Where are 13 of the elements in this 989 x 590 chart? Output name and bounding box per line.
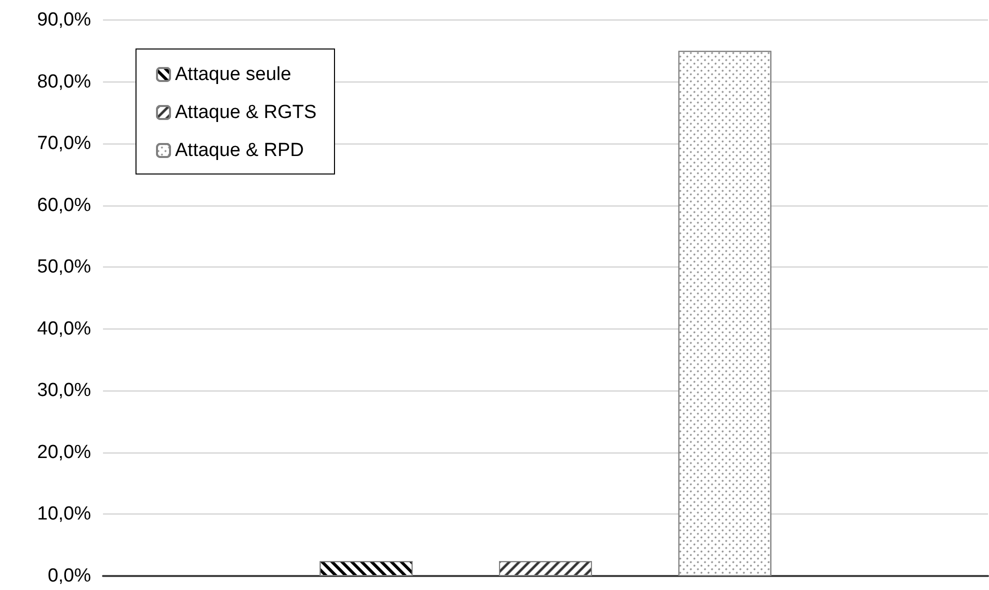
y-tick-label: 70,0% xyxy=(37,133,92,154)
legend-label: Attaque & RPD xyxy=(175,140,304,161)
y-tick-label: 50,0% xyxy=(37,256,92,278)
legend-label: Attaque seule xyxy=(175,64,292,85)
y-tick-label: 0,0% xyxy=(48,566,92,586)
y-tick-label: 80,0% xyxy=(37,71,92,92)
y-tick-label: 60,0% xyxy=(37,194,92,216)
y-tick-label: 90,0% xyxy=(37,10,92,30)
y-tick-label: 30,0% xyxy=(37,380,92,402)
y-tick-label: 10,0% xyxy=(37,504,92,525)
y-tick-label: 20,0% xyxy=(37,442,92,463)
y-tick-label: 40,0% xyxy=(37,318,92,340)
legend-label: Attaque & RGTS xyxy=(175,102,317,123)
